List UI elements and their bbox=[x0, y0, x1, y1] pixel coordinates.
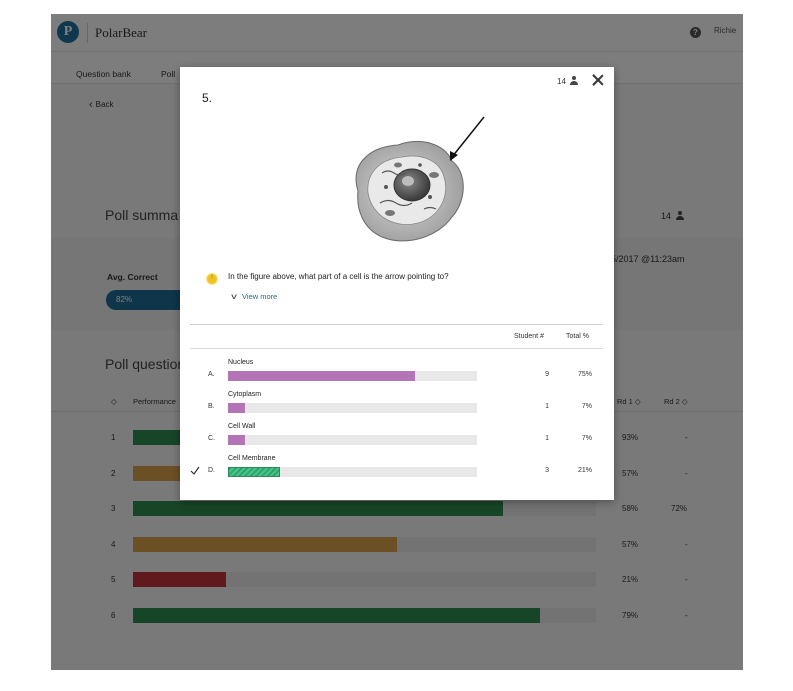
answer-total-percent: 21% bbox=[577, 467, 592, 474]
answer-bar-track bbox=[228, 467, 477, 477]
view-more-label: View more bbox=[242, 292, 278, 301]
question-results-modal: 5. 14 ! In the figure abov bbox=[180, 67, 614, 500]
answer-letter: D. bbox=[208, 467, 215, 474]
answer-bar-fill bbox=[228, 403, 246, 413]
answer-bar-fill bbox=[228, 467, 281, 477]
answer-bar-track bbox=[228, 435, 477, 445]
answer-student-count: 1 bbox=[545, 403, 549, 410]
answer-label: Cytoplasm bbox=[228, 391, 262, 398]
column-header-student-count: Student # bbox=[514, 333, 544, 340]
respondent-count-value: 14 bbox=[557, 77, 566, 86]
close-icon[interactable] bbox=[592, 74, 604, 86]
answer-student-count: 1 bbox=[545, 435, 549, 442]
answer-student-count: 3 bbox=[545, 467, 549, 474]
answer-bar-fill bbox=[228, 371, 415, 381]
answer-label: Nucleus bbox=[228, 359, 254, 366]
answer-label: Cell Wall bbox=[228, 423, 256, 430]
question-number: 5. bbox=[202, 91, 213, 105]
divider bbox=[190, 348, 603, 349]
person-icon bbox=[570, 76, 579, 85]
answer-total-percent: 75% bbox=[577, 371, 592, 378]
respondent-count: 14 bbox=[557, 76, 579, 86]
question-status-icon: ! bbox=[206, 273, 218, 285]
correct-check-icon bbox=[190, 466, 200, 475]
answer-total-percent: 7% bbox=[581, 403, 592, 410]
answer-label: Cell Membrane bbox=[228, 455, 276, 462]
divider bbox=[190, 324, 603, 325]
view-more-button[interactable]: v View more bbox=[231, 292, 278, 301]
column-header-total-percent: Total % bbox=[566, 333, 589, 340]
answer-bar-track bbox=[228, 371, 477, 381]
answer-letter: A. bbox=[208, 371, 215, 378]
answer-student-count: 9 bbox=[545, 371, 549, 378]
cell-diagram-image bbox=[355, 116, 485, 242]
answer-total-percent: 7% bbox=[581, 435, 592, 442]
question-text: In the figure above, what part of a cell… bbox=[228, 272, 449, 281]
answer-bar-fill bbox=[228, 435, 246, 445]
answer-letter: B. bbox=[208, 403, 215, 410]
chevron-down-icon: v bbox=[231, 292, 237, 301]
answer-letter: C. bbox=[208, 435, 215, 442]
answer-bar-track bbox=[228, 403, 477, 413]
